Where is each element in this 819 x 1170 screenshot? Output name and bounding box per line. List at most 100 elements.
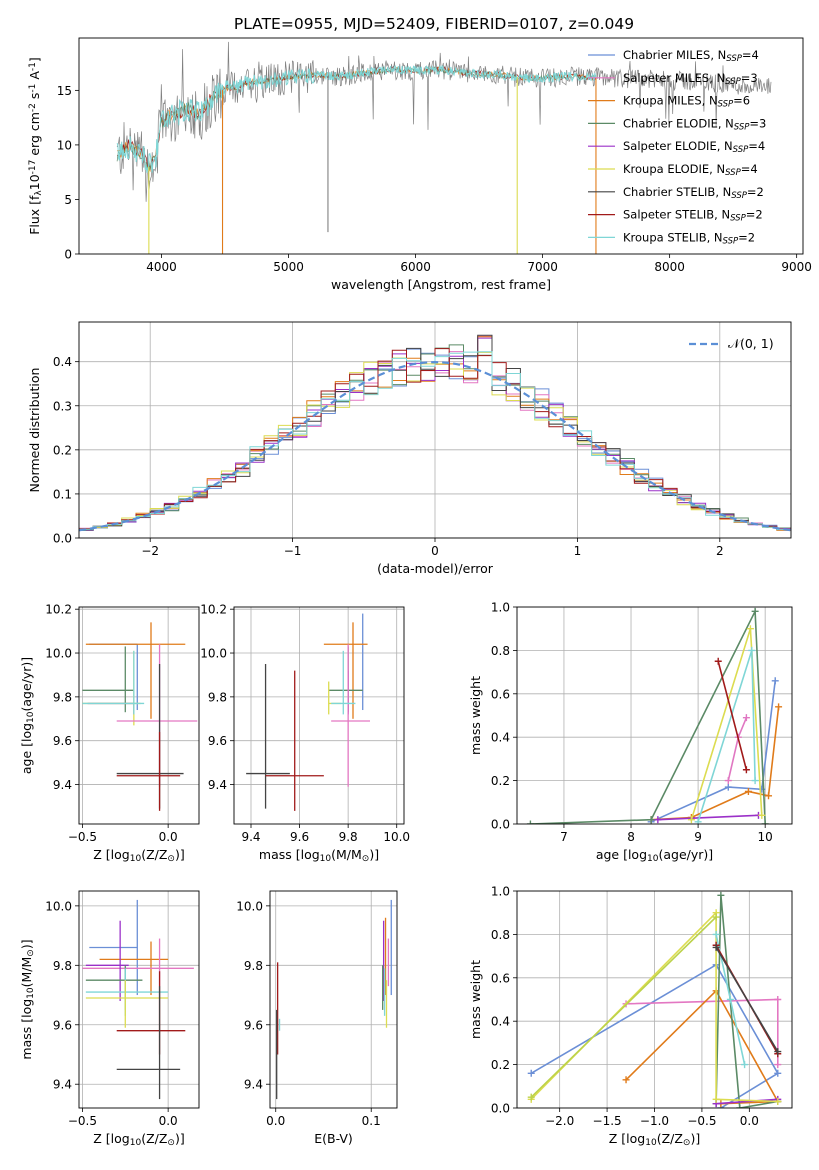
axes-frame: [516, 890, 793, 1109]
y-axis-label: age [log10(age/yr)]: [19, 657, 36, 774]
x-tick-label: −2.0: [545, 1114, 574, 1128]
plot-area-residuals: [79, 322, 791, 538]
axes-frame: [233, 606, 405, 825]
x-tick-label: 5000: [273, 260, 304, 274]
mass-weight-point: [647, 816, 655, 824]
x-axis-label: Z [log10(Z/Z⊙)]: [93, 1131, 184, 1148]
mass-weight-point: [774, 1061, 782, 1069]
plot-area-spectrum: [116, 41, 772, 254]
y-tick-label: 0.8: [491, 928, 510, 942]
y-tick-label: 0.6: [491, 687, 510, 701]
y-tick-label: 10.2: [45, 603, 72, 617]
x-tick-label: 8: [627, 830, 635, 844]
x-axis-label: Z [log10(Z/Z⊙)]: [93, 847, 184, 864]
x-tick-label: 8000: [654, 260, 685, 274]
panel-spectrum: 4000 5000 6000 7000 8000 9000 0 5 10 15 wavelength…: [27, 37, 812, 292]
x-tick-label: 10: [758, 830, 773, 844]
y-axis-label: Flux [fλ10-17 erg cm-2 s-1 A-1]: [27, 57, 44, 235]
legend-entry: Kroupa MILES, NSSP=6: [623, 94, 750, 110]
mass-weight-point: [774, 1048, 782, 1056]
x-tick-label: 0.0: [159, 1114, 178, 1128]
axes-frame: [78, 890, 200, 1109]
legend-entry: Kroupa STELIB, NSSP=2: [623, 230, 755, 246]
x-tick-label: 0.0: [159, 830, 178, 844]
axes-frame: [78, 321, 792, 539]
panel-mass-vs-Z: −0.5 0.0 9.4 9.6 9.8 10.0 Z [log10(Z/Z⊙)] mass …: [19, 890, 200, 1148]
mass-weight-line: [716, 1098, 778, 1105]
mass-weight-line: [625, 989, 780, 1105]
y-tick-label: 9.6: [53, 1018, 72, 1032]
x-tick-label: 6000: [400, 260, 431, 274]
panel-mass-weight-vs-Z: −2.0 −1.5 −1.0 −0.5 0.0 0.0 0.2 0.4 0.6 0.8 1.0 Z […: [468, 885, 793, 1148]
mass-weight-point: [724, 777, 732, 785]
ticks-spectrum: 4000 5000 6000 7000 8000 9000 0 5 10 15: [57, 84, 812, 274]
mass-weight-line: [530, 916, 717, 1098]
axes-frame: [516, 606, 793, 825]
y-tick-label: 9.6: [208, 734, 227, 748]
mass-weight-point: [765, 792, 773, 800]
x-axis-label: E(B-V): [314, 1131, 353, 1146]
y-tick-label: 0.0: [53, 532, 72, 546]
y-tick-label: 5: [64, 193, 72, 207]
x-tick-label: 0.0: [266, 1114, 285, 1128]
y-tick-label: 10.2: [200, 603, 227, 617]
legend-entry: Salpeter MILES, NSSP=3: [623, 71, 758, 87]
x-tick-label: −1.0: [640, 1114, 669, 1128]
y-axis-label: mass weight: [468, 676, 483, 755]
mass-weight-point: [774, 996, 782, 1003]
y-tick-label: 10.0: [236, 899, 263, 913]
legend-entry: Chabrier ELODIE, NSSP=3: [623, 116, 766, 132]
y-tick-label: 10.0: [200, 647, 227, 661]
y-axis-label: mass [log10(M/M⊙)]: [19, 939, 36, 1059]
y-tick-label: 15: [57, 84, 72, 98]
mass-weight-point: [758, 811, 766, 819]
x-axis-label: mass [log10(M/M⊙)]: [259, 847, 379, 864]
mass-weight-point: [774, 1097, 782, 1105]
y-tick-label: 0.2: [491, 774, 510, 788]
mass-weight-line: [657, 814, 759, 821]
x-tick-label: 10.0: [383, 830, 410, 844]
legend-entry: Salpeter STELIB, NSSP=2: [623, 208, 763, 224]
mass-weight-point: [775, 703, 783, 711]
ticks-mass-weight-vs-Z: −2.0 −1.5 −1.0 −0.5 0.0 0.0 0.2 0.4 0.6 0.8 1.0: [491, 885, 759, 1129]
x-axis-label: age [log10(age/yr)]: [596, 847, 713, 864]
mass-weight-point: [712, 913, 720, 921]
mass-weight-point: [654, 816, 662, 824]
figure-title: PLATE=0955, MJD=52409, FIBERID=0107, z=0…: [234, 15, 634, 33]
x-tick-label: 0: [431, 544, 439, 558]
mass-weight-point: [687, 816, 695, 824]
mass-weight-point: [526, 820, 534, 824]
y-tick-label: 9.4: [208, 778, 227, 792]
ticks-mass-vs-ebv: 0.0 0.1 9.4 9.6 9.8 10.0: [236, 899, 380, 1128]
y-tick-label: 9.8: [208, 690, 227, 704]
y-tick-label: 9.6: [244, 1018, 263, 1032]
y-tick-label: 10: [57, 138, 72, 152]
y-tick-label: 10.0: [45, 899, 72, 913]
x-tick-label: 0.0: [740, 1114, 759, 1128]
mass-weight-point: [741, 1061, 749, 1069]
y-tick-label: 9.4: [53, 778, 72, 792]
mass-weight-point: [742, 714, 750, 722]
normal-curve: [79, 360, 791, 532]
y-tick-label: 0: [64, 248, 72, 262]
plot-area-mass-vs-Z: [79, 891, 199, 1108]
y-tick-label: 0.6: [491, 971, 510, 985]
x-axis-label: (data-model)/error: [377, 561, 494, 576]
y-tick-label: 0.1: [53, 487, 72, 501]
axes-frame: [269, 890, 398, 1109]
plot-area-mass-vs-ebv: [270, 891, 397, 1108]
y-tick-label: 1.0: [491, 885, 510, 899]
ticks-age-vs-Z: −0.5 0.0 9.4 9.6 9.8 10.0 10.2: [45, 603, 177, 844]
legend-entry: Salpeter ELODIE, NSSP=4: [623, 139, 765, 155]
y-tick-label: 0.2: [491, 1058, 510, 1072]
x-axis-label: wavelength [Angstrom, rest frame]: [331, 277, 551, 292]
mass-weight-line: [530, 608, 766, 824]
panel-residuals: −2 −1 0 1 2 0.0 0.1 0.2 0.3 0.4 (data-model)/error…: [27, 321, 792, 576]
y-tick-label: 0.0: [491, 818, 510, 832]
legend-fits: Chabrier MILES, NSSP=4 Salpeter MILES, NS…: [588, 48, 766, 247]
y-tick-label: 9.4: [53, 1078, 72, 1092]
x-tick-label: −0.5: [68, 830, 97, 844]
mass-weight-point: [527, 1069, 535, 1077]
x-tick-label: 9: [694, 830, 702, 844]
